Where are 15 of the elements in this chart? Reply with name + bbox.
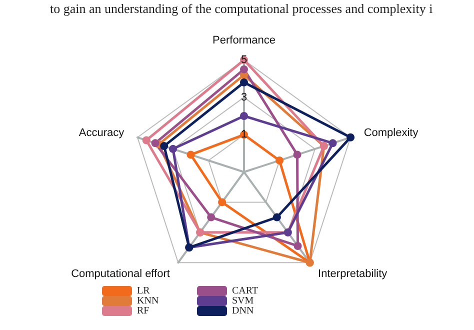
legend-label: CART [232, 286, 258, 296]
y-tick-label: 5 [240, 54, 248, 66]
spoke-label: Computational effort [71, 268, 170, 280]
spoke-label: Performance [212, 34, 276, 46]
text: to gain an understanding of the computational processes and complexity i [50, 1, 434, 16]
legend-label: SVM [232, 296, 254, 306]
spoke-label: Complexity [364, 127, 419, 140]
legend-label: LR [137, 286, 150, 296]
legend-label: DNN [232, 306, 254, 316]
legend-label: RF [137, 306, 150, 316]
spoke-label: Accuracy [78, 127, 125, 140]
y-tick-label: 3 [240, 91, 248, 104]
legend-label: KNN [137, 296, 159, 306]
y-tick-label: 1 [240, 128, 248, 141]
spoke-label: Interpretability [318, 268, 388, 280]
